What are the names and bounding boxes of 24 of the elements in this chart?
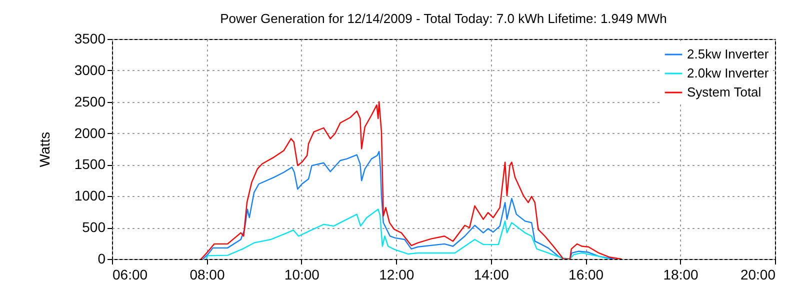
- x-tick-label: 18:00: [663, 266, 699, 282]
- x-tick-label: 14:00: [474, 266, 510, 282]
- legend-label: 2.0kw Inverter: [687, 66, 770, 80]
- legend-label: 2.5kw Inverter: [687, 46, 770, 62]
- y-tick-label: 500: [82, 219, 106, 236]
- x-tick-label: 12:00: [379, 266, 414, 282]
- line-series: [202, 150, 615, 259]
- x-tick-label: 16:00: [568, 266, 604, 282]
- y-tick-label: 1500: [74, 156, 106, 172]
- y-tick-label: 3000: [74, 62, 106, 78]
- x-tick-label: 08:00: [190, 266, 225, 282]
- line-series: [206, 208, 610, 259]
- y-axis-title: Watts: [36, 132, 52, 168]
- y-tick-label: 3500: [74, 30, 106, 46]
- line-series: [200, 101, 622, 259]
- chart-title: Power Generation for 12/14/2009 - Total Today: 7.0 kWh Lifetime: 1.949 MWh: [220, 11, 667, 26]
- x-tick-label: 10:00: [284, 266, 320, 282]
- x-tick-label: 06:00: [112, 266, 148, 282]
- x-tick-label: 20:00: [740, 266, 776, 282]
- y-tick-label: 2000: [74, 124, 106, 141]
- y-tick-label: 1000: [74, 188, 106, 204]
- legend-label: System Total: [687, 84, 762, 100]
- y-tick-label: 2500: [74, 93, 106, 110]
- y-tick-label: 0: [98, 250, 106, 266]
